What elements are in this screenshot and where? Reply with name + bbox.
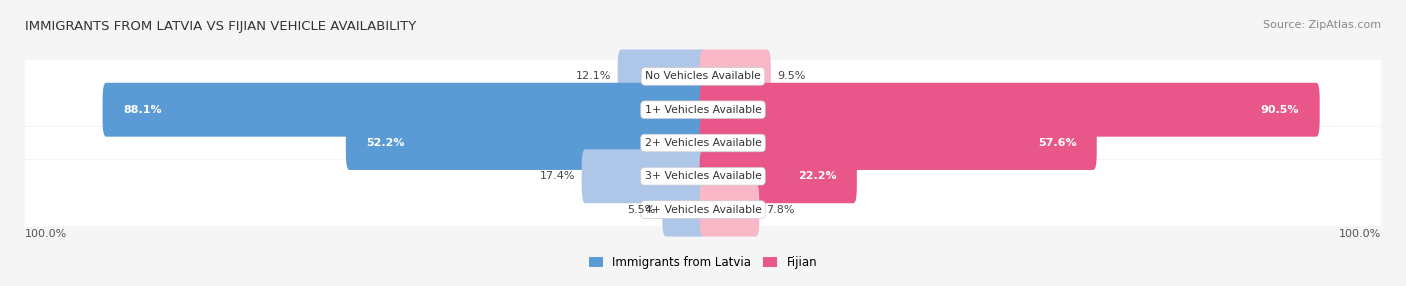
FancyBboxPatch shape (700, 83, 1320, 137)
Text: 3+ Vehicles Available: 3+ Vehicles Available (644, 171, 762, 181)
Bar (25, 193, 1381, 226)
Bar (25, 160, 1381, 192)
FancyBboxPatch shape (582, 149, 706, 203)
Text: 5.5%: 5.5% (627, 204, 655, 214)
Text: 22.2%: 22.2% (797, 171, 837, 181)
FancyBboxPatch shape (700, 116, 1097, 170)
Text: 2+ Vehicles Available: 2+ Vehicles Available (644, 138, 762, 148)
Text: 12.1%: 12.1% (575, 72, 610, 82)
Text: 100.0%: 100.0% (1339, 229, 1381, 239)
Bar (25, 127, 1381, 159)
FancyBboxPatch shape (700, 149, 856, 203)
FancyBboxPatch shape (700, 182, 759, 237)
FancyBboxPatch shape (346, 116, 706, 170)
Text: No Vehicles Available: No Vehicles Available (645, 72, 761, 82)
Text: 1+ Vehicles Available: 1+ Vehicles Available (644, 105, 762, 115)
FancyBboxPatch shape (617, 49, 706, 104)
FancyBboxPatch shape (700, 49, 770, 104)
Text: 7.8%: 7.8% (766, 204, 794, 214)
FancyBboxPatch shape (103, 83, 706, 137)
Text: IMMIGRANTS FROM LATVIA VS FIJIAN VEHICLE AVAILABILITY: IMMIGRANTS FROM LATVIA VS FIJIAN VEHICLE… (25, 20, 416, 33)
Text: 88.1%: 88.1% (122, 105, 162, 115)
Bar (25, 60, 1381, 93)
Text: 17.4%: 17.4% (540, 171, 575, 181)
Text: 9.5%: 9.5% (778, 72, 806, 82)
Text: 100.0%: 100.0% (25, 229, 67, 239)
Text: 57.6%: 57.6% (1038, 138, 1077, 148)
Text: 90.5%: 90.5% (1261, 105, 1299, 115)
Text: Source: ZipAtlas.com: Source: ZipAtlas.com (1263, 20, 1381, 30)
Text: 52.2%: 52.2% (366, 138, 405, 148)
Bar (25, 94, 1381, 126)
Legend: Immigrants from Latvia, Fijian: Immigrants from Latvia, Fijian (589, 256, 817, 269)
Text: 4+ Vehicles Available: 4+ Vehicles Available (644, 204, 762, 214)
FancyBboxPatch shape (662, 182, 706, 237)
